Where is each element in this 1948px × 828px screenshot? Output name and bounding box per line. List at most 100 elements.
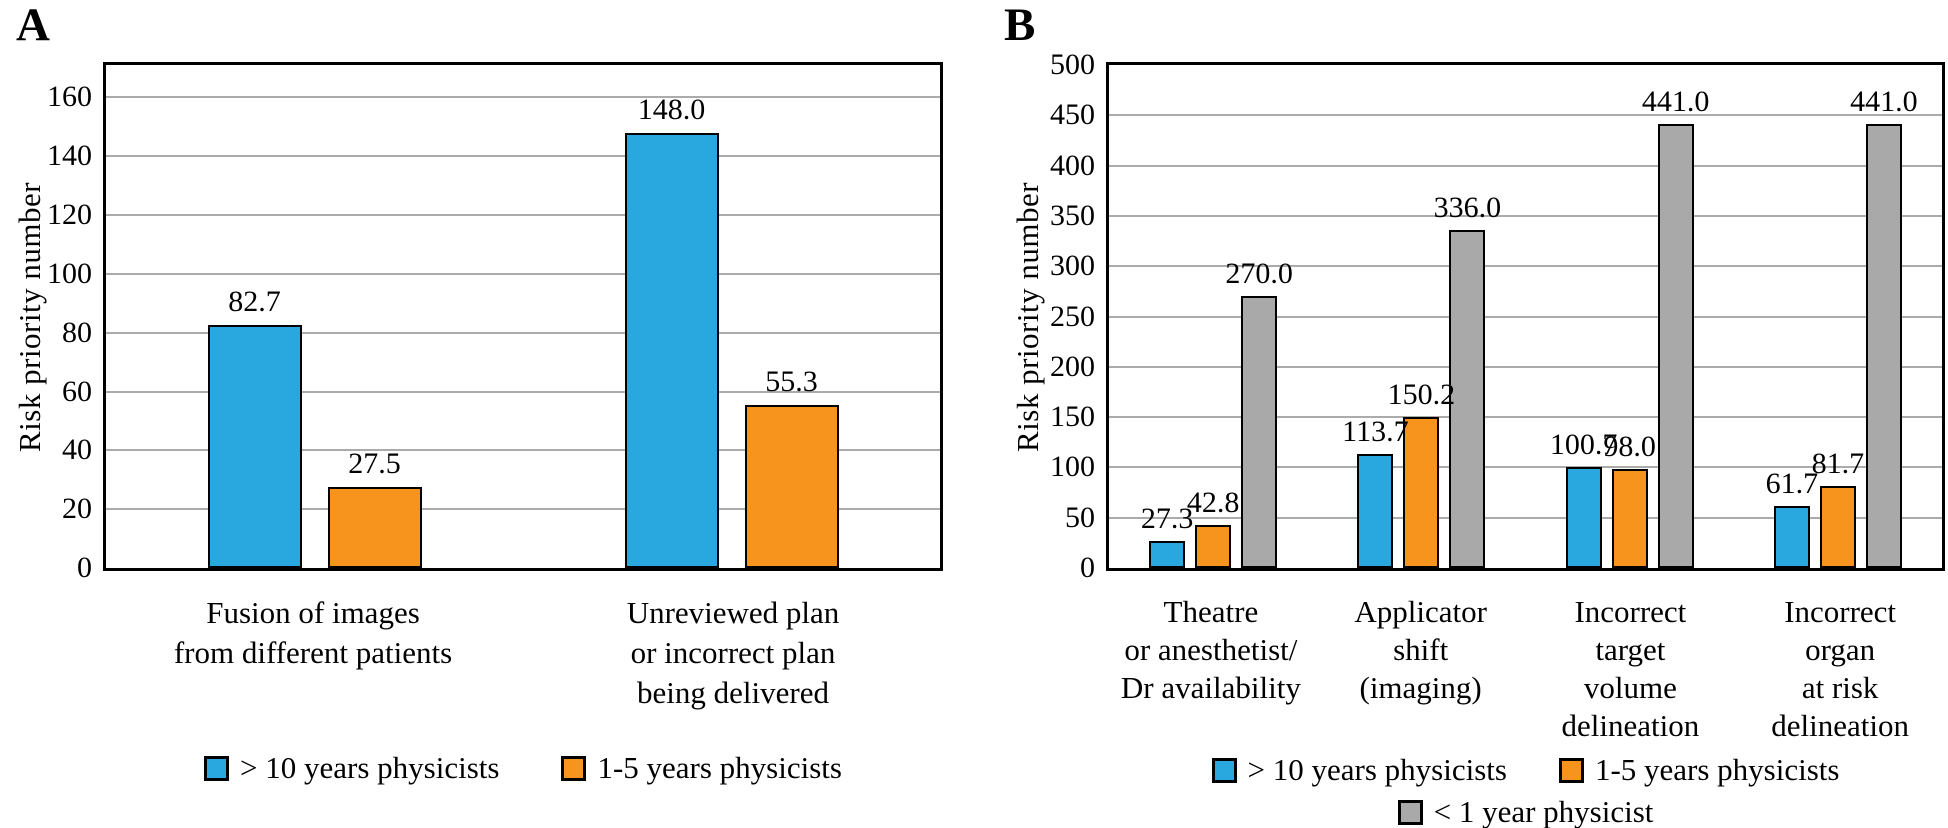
y-tick-label: 60 — [62, 374, 92, 408]
y-tick-label: 100 — [47, 256, 92, 290]
legend-row: > 10 years physicists 1-5 years physicist… — [1106, 750, 1945, 790]
category-label-line: target — [1595, 632, 1666, 667]
bar-value-label: 27.3 — [1140, 501, 1194, 535]
category-label-line: Dr availability — [1120, 670, 1301, 705]
category-label-line: shift — [1393, 632, 1449, 667]
bar-value-label: 81.7 — [1811, 446, 1865, 480]
legend-item: 1-5 years physicists — [561, 748, 842, 788]
legend-label: > 10 years physicists — [1247, 752, 1507, 787]
category-label-line: from different patients — [173, 635, 453, 670]
category-label: Theatre or anesthetist/Dr availability — [1106, 593, 1316, 745]
bar-value-label: 150.2 — [1387, 377, 1456, 411]
gridline — [1109, 214, 1942, 217]
legend-row: > 10 years physicists 1-5 years physicist… — [103, 748, 943, 788]
y-tick-label: 450 — [1050, 98, 1095, 132]
gridline — [1109, 516, 1942, 519]
y-tick-label: 20 — [62, 492, 92, 526]
bar — [744, 405, 839, 568]
legend-swatch-icon — [204, 755, 230, 781]
bar — [1565, 466, 1602, 568]
gridline — [106, 96, 940, 99]
category-label: Fusion of images from different patients — [103, 593, 523, 713]
panel-letter-a: A — [16, 0, 50, 51]
bar — [1449, 229, 1486, 568]
category-label: Applicator shift (imaging) — [1316, 593, 1526, 745]
legend-label: > 10 years physicists — [240, 750, 500, 785]
y-tick-label: 150 — [1050, 400, 1095, 434]
panel-a: A Risk priority number 0 20 40 60 80 100 120 14… — [12, 0, 943, 788]
bar-value-label: 336.0 — [1433, 190, 1502, 224]
y-tick-label: 120 — [47, 198, 92, 232]
gridline — [1109, 365, 1942, 368]
category-label-line: Incorrect — [1784, 594, 1897, 629]
gridline — [106, 331, 940, 334]
category-label-line: Theatre — [1163, 594, 1259, 629]
bar — [207, 324, 302, 568]
category-label-line: (imaging) — [1359, 670, 1482, 705]
bar — [1241, 296, 1278, 568]
legend-label: 1-5 years physicists — [597, 750, 842, 785]
y-tick-label: 50 — [1065, 500, 1095, 534]
bar — [1149, 540, 1186, 568]
category-label-line: organ — [1805, 632, 1876, 667]
category-label-line: Incorrect — [1574, 594, 1687, 629]
y-tick-label: 500 — [1050, 48, 1095, 81]
category-label-line: or anesthetist/ — [1124, 632, 1298, 667]
legend-swatch-icon — [1211, 757, 1237, 783]
category-label-line: Fusion of images — [206, 595, 420, 630]
y-tick-label: 0 — [77, 551, 92, 584]
y-tick-label: 0 — [1080, 551, 1095, 584]
bar — [1611, 469, 1648, 568]
gridline — [1109, 114, 1942, 117]
bar — [1819, 485, 1856, 568]
legend-label: < 1 year physicist — [1433, 794, 1654, 828]
panel-letter-b: B — [1004, 0, 1036, 51]
bar — [1657, 124, 1694, 568]
bar-value-label: 82.7 — [228, 284, 281, 318]
y-tick-label: 200 — [1050, 349, 1095, 383]
bar-value-label: 27.5 — [348, 447, 401, 481]
y-tick-label: 160 — [47, 80, 92, 114]
gridline — [106, 214, 940, 217]
bar — [327, 487, 422, 568]
y-tick-label: 100 — [1050, 450, 1095, 484]
gridline — [106, 390, 940, 393]
gridline — [1109, 466, 1942, 469]
legend-row: < 1 year physicist — [1106, 792, 1945, 828]
x-category-labels: Theatre or anesthetist/Dr availability App… — [1106, 593, 1945, 745]
y-tick-label: 80 — [62, 315, 92, 349]
legend-item: 1-5 years physicists — [1558, 750, 1840, 790]
gridline — [106, 508, 940, 511]
bar — [1195, 524, 1232, 568]
category-label-line: delineation — [1561, 708, 1700, 743]
bar-value-label: 42.8 — [1186, 485, 1240, 519]
plot-area: 0 50 100 150 200 250 300 350 400 450 500 27.3 113.7 1… — [1050, 48, 1945, 584]
bar — [1773, 505, 1810, 568]
category-label-line: at risk — [1801, 670, 1879, 705]
y-tick-label: 350 — [1050, 198, 1095, 232]
gridline — [106, 449, 940, 452]
legend-swatch-icon — [1558, 757, 1584, 783]
bar — [1403, 416, 1440, 568]
legend-item: > 10 years physicists — [204, 748, 499, 788]
gridline — [1109, 416, 1942, 419]
bar-value-label: 270.0 — [1225, 257, 1293, 291]
y-tick-label: 300 — [1050, 249, 1095, 283]
bar-value-label: 61.7 — [1765, 466, 1819, 500]
category-label: Incorrect target volume delineation — [1526, 593, 1736, 745]
bar — [1865, 124, 1902, 568]
bar — [1357, 453, 1394, 568]
bar — [624, 132, 719, 568]
y-tick-label: 40 — [62, 433, 92, 467]
y-tick-label: 250 — [1050, 299, 1095, 333]
legend-label: 1-5 years physicists — [1594, 752, 1840, 787]
bar-value-label: 55.3 — [765, 365, 818, 399]
category-label-line: volume — [1583, 670, 1677, 705]
gridline — [1109, 315, 1942, 318]
legend-swatch-icon — [561, 755, 587, 781]
y-tick-label: 140 — [47, 139, 92, 173]
bar-value-label: 148.0 — [637, 92, 706, 126]
gridline — [1109, 265, 1942, 268]
bar-value-label: 441.0 — [1641, 85, 1710, 119]
